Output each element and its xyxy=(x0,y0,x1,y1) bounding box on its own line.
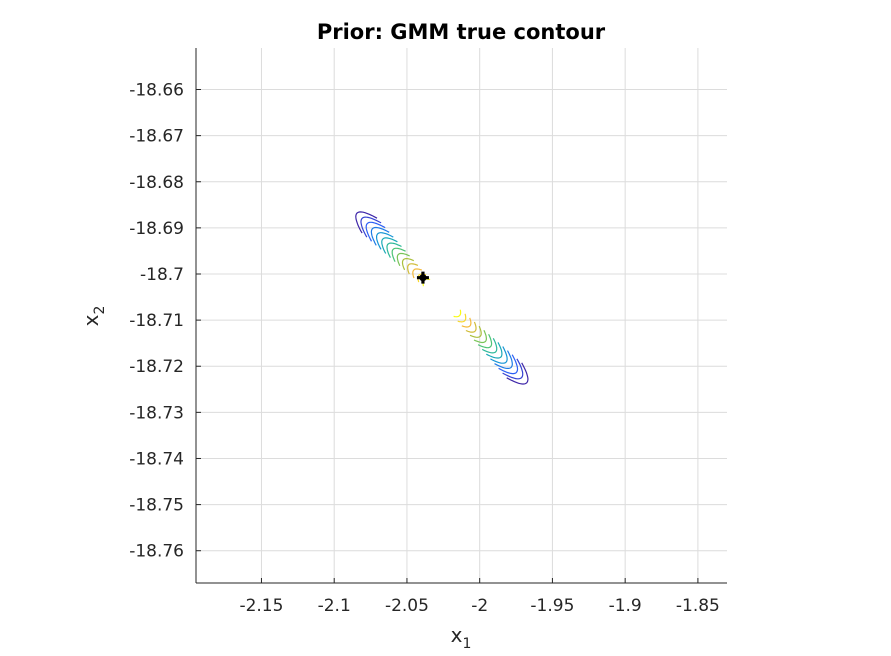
contour-line xyxy=(386,242,402,258)
y-tick-label: -18.72 xyxy=(129,357,184,377)
y-tick-label: -18.69 xyxy=(129,219,184,239)
contour-line xyxy=(506,362,529,385)
contour-line xyxy=(365,221,386,242)
contour-line xyxy=(481,338,498,354)
contour-line xyxy=(490,346,508,364)
contour-line xyxy=(502,358,524,380)
x-tick-label: -1.85 xyxy=(676,596,720,616)
contour-line xyxy=(486,342,503,359)
contour-line xyxy=(494,350,513,369)
y-tick-label: -18.68 xyxy=(129,173,184,193)
axes xyxy=(195,48,727,584)
y-tick-label: -18.66 xyxy=(129,81,184,101)
contour-line xyxy=(461,317,472,328)
contour-line xyxy=(465,321,477,333)
marker-layer xyxy=(416,271,429,284)
x-axis-label-sub: 1 xyxy=(462,636,471,652)
contour-line xyxy=(412,268,423,279)
contour-line xyxy=(355,211,378,234)
y-tick-label: -18.67 xyxy=(129,127,184,147)
contour-line xyxy=(401,258,415,271)
x-tick-label: -2.05 xyxy=(385,596,429,616)
y-axis-label-sub: 2 xyxy=(92,306,108,315)
x-tick-label: -2.15 xyxy=(239,596,283,616)
y-tick-label: -18.76 xyxy=(129,542,184,562)
x-tick-label: -2 xyxy=(471,596,488,616)
contour-line xyxy=(407,263,419,275)
y-tick-label: -18.73 xyxy=(129,403,184,423)
x-tick-label: -2.1 xyxy=(318,596,351,616)
y-tick-label: -18.71 xyxy=(129,311,184,331)
contour-line xyxy=(381,237,398,254)
contour-line xyxy=(453,309,462,318)
y-tick-label: -18.74 xyxy=(129,449,184,469)
y-tick-label: -18.7 xyxy=(140,265,184,285)
contour-line xyxy=(360,216,382,238)
y-tick-label: -18.75 xyxy=(129,496,184,516)
contour-line xyxy=(498,354,519,375)
grid-lines xyxy=(196,48,727,583)
contour-lines xyxy=(355,211,529,385)
chart-title: Prior: GMM true contour xyxy=(317,20,606,44)
contour-line xyxy=(391,247,406,262)
contour-line xyxy=(376,232,394,250)
contour-line xyxy=(457,313,467,323)
x-tick-label: -1.9 xyxy=(609,596,642,616)
tick-labels: -2.15 -2.1 -2.05 -2 -1.95 -1.9 -1.85 -18.66 -18.… xyxy=(129,81,720,616)
contour-line xyxy=(477,333,493,349)
contour-line xyxy=(370,226,390,246)
contour-line xyxy=(469,325,482,338)
y-axis-label: x2 xyxy=(79,306,108,327)
contour-line xyxy=(473,329,488,344)
x-axis-label: x1 xyxy=(451,623,472,652)
contour-line xyxy=(396,252,410,267)
x-axis-label-base: x xyxy=(451,623,463,647)
x-tick-label: -1.95 xyxy=(530,596,574,616)
center-marker-dot xyxy=(419,274,427,282)
y-axis-label-base: x xyxy=(79,314,103,326)
